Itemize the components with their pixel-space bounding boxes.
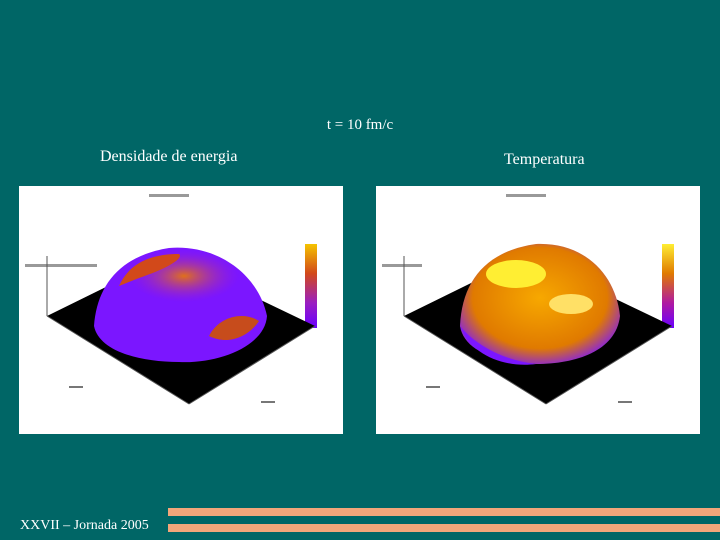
footer-text: XXVII – Jornada 2005 <box>20 518 149 533</box>
z-axis-title <box>382 264 422 267</box>
surface-peak-right <box>209 316 259 341</box>
footer-stripe-bottom <box>168 524 720 532</box>
x-axis <box>403 315 547 405</box>
surface-peak-left <box>119 254 180 286</box>
colorbar <box>305 244 317 328</box>
surface <box>460 243 620 364</box>
surface-edge <box>460 326 536 365</box>
x-axis-label <box>426 386 440 388</box>
y-axis <box>545 325 673 405</box>
y-axis-label <box>261 401 275 403</box>
energy-density-label: Densidade de energia <box>100 148 238 165</box>
y-axis <box>188 325 316 405</box>
z-axis-title <box>25 264 97 267</box>
plot-caption <box>149 194 189 197</box>
x-axis-label <box>69 386 83 388</box>
y-axis-label <box>618 401 632 403</box>
plot-caption <box>506 194 546 197</box>
energy-density-plot <box>19 186 343 434</box>
slide-title: t = 10 fm/c <box>326 117 394 133</box>
surface-ridge <box>129 250 239 302</box>
surface-hot-spot-left <box>486 260 546 288</box>
temperature-plot <box>376 186 700 434</box>
footer-stripe-top <box>168 508 720 516</box>
x-axis <box>46 315 190 405</box>
temperature-label: Temperatura <box>504 151 585 168</box>
colorbar <box>662 244 674 328</box>
surface-hot-spot-right <box>549 294 593 314</box>
